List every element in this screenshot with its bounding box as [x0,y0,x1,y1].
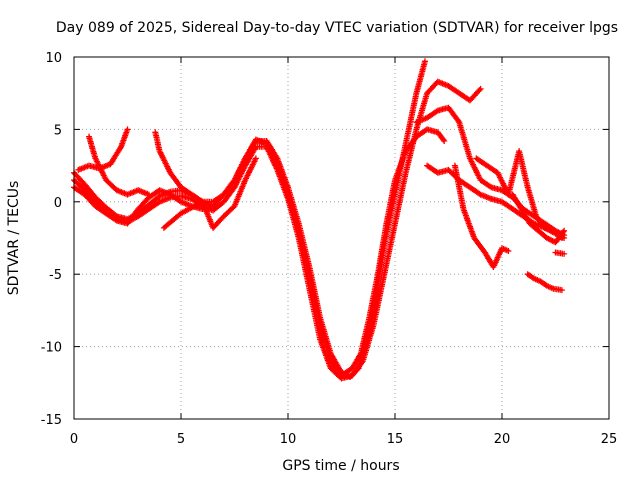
series-trace-14 [552,249,568,257]
y-tick-label: 5 [54,123,62,138]
y-tick-label: 0 [54,196,62,211]
grid [74,57,609,419]
plot-frame [73,56,610,420]
series-trace-5 [86,133,152,198]
series-trace-12 [509,191,568,246]
data-point-marker [433,108,440,115]
data-series [71,58,568,382]
series-trace-13 [524,271,565,294]
series-trace-11 [473,148,565,241]
series-trace-2 [71,126,448,379]
x-tick-label: 25 [601,432,618,447]
y-tick-label: -10 [41,341,62,356]
y-tick-label: -5 [49,268,62,283]
y-axis-label: SDTVAR / TECUs [6,181,22,296]
axis-ticks: 0 5 10 15 20 25 -15 -10 -5 0 5 10 [41,51,618,447]
data-point-marker [561,227,568,234]
data-point-marker [422,58,428,65]
x-axis-label: GPS time / hours [282,458,399,474]
series-trace-7 [160,155,259,231]
data-point-marker [252,155,259,162]
data-point-marker [440,136,447,143]
x-tick-label: 15 [387,432,404,447]
data-point-marker [441,138,448,144]
data-point-marker [145,191,152,198]
data-point-marker [487,183,493,190]
data-point-marker [210,203,217,210]
x-tick-label: 5 [177,432,185,447]
series-trace-6 [152,129,217,210]
data-point-marker [477,85,484,92]
data-point-marker [124,126,131,133]
series-trace-10 [451,162,512,270]
data-point-marker [560,229,567,235]
x-tick-label: 10 [280,432,297,447]
series-trace-4 [75,126,131,173]
y-tick-label: -15 [41,413,62,428]
y-tick-label: 10 [45,51,62,66]
x-tick-label: 0 [70,432,78,447]
series-trace-3 [71,78,484,382]
data-point-marker [561,250,568,257]
data-point-marker [558,287,565,294]
data-point-marker [505,248,512,254]
data-point-marker [476,87,483,94]
chart-title: Day 089 of 2025, Sidereal Day-to-day VTE… [56,20,618,36]
x-tick-label: 20 [494,432,511,447]
